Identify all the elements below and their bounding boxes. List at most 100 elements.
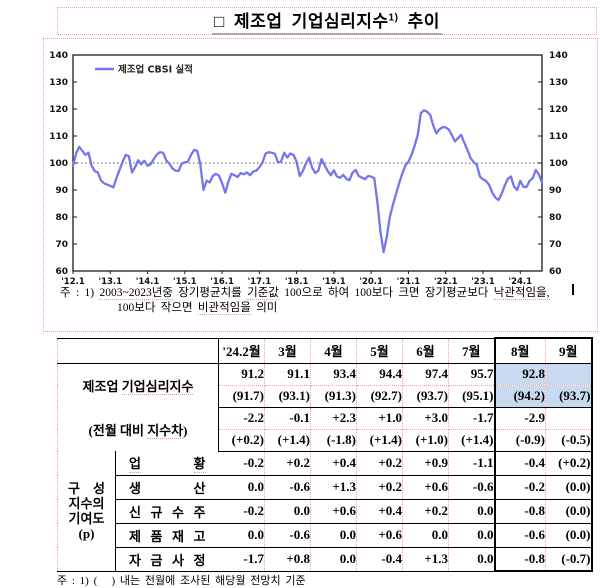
cell-mom-sub: (-1.8) <box>310 429 357 452</box>
column-header-6월: 6월 <box>402 337 449 364</box>
row-label-char: 품 <box>150 528 163 544</box>
cell-index-sub: (93.7) <box>545 385 593 408</box>
page-title-tail: 추이 <box>398 12 440 31</box>
cell-contrib: 0.0 <box>218 475 265 500</box>
svg-text:'21.1: '21.1 <box>397 277 421 287</box>
group-label-char: 구 <box>68 480 80 496</box>
svg-text:'12.1: '12.1 <box>61 277 85 287</box>
note-text: 100으로 하여 100보다 크면 장기평균보다 <box>278 287 494 299</box>
cell-contrib: +0.6 <box>402 475 449 500</box>
svg-text:'15.1: '15.1 <box>173 277 197 287</box>
table-row-contrib: 생 산 0.0 -0.6 +1.3 +0.2 +0.6 -0.6 -0.2 (0.0) <box>58 475 593 500</box>
cell-contrib: -0.2 <box>218 499 265 524</box>
table-header-row: '24.2월 3월 4월 5월 6월 7월 8월 9월 <box>57 337 593 364</box>
svg-text:110: 110 <box>549 132 568 142</box>
cell-mom-main: -1.7 <box>448 407 495 430</box>
note-text: 주 : 1) <box>60 287 100 299</box>
table-row-contrib: 자 금 사 정 -1.7 +0.8 0.0 -0.4 +1.3 0.0 -0.8 (-0.7) <box>58 547 593 572</box>
group-label-line: 기여도 <box>68 510 105 526</box>
cell-contrib: +0.8 <box>264 547 311 572</box>
table-row-index-forecast: (91.7) (93.1) (91.3) (92.7) (93.7) (95.1) (94.… <box>58 385 593 408</box>
row-label-char: 황 <box>193 453 206 473</box>
group-label-line: 지수의 <box>68 495 105 511</box>
cell-contrib: -0.6 <box>264 523 311 548</box>
cell-contrib: -0.4 <box>493 451 546 476</box>
cell-contrib: (+0.2) <box>545 451 593 476</box>
svg-text:130: 130 <box>549 78 568 88</box>
cell-contrib: -0.6 <box>493 523 546 548</box>
table-row-mom-forecast: (+0.2) (+1.4) (-1.8) (+1.4) (+1.0) (+1.4) (-0.… <box>58 429 593 452</box>
row-label-text: 기업심리지수 <box>121 378 194 395</box>
svg-text:70: 70 <box>549 240 562 250</box>
svg-text:'23.1: '23.1 <box>471 277 495 287</box>
cell-contrib: +0.2 <box>264 451 311 476</box>
cell-index-sub: (93.1) <box>264 385 311 408</box>
page-title-main: □ 제조업 기업심리지수 <box>214 12 389 31</box>
cell-mom-sub: (-0.9) <box>493 429 546 452</box>
chart-box: 60 60 70 70 80 80 90 90 100 100 110 110 120 120 130 130… <box>43 38 598 332</box>
chart-footnote-line1: 주 : 1) 2003~2023년중 장기평균치를 기준값 100으로 하여 1… <box>60 286 588 301</box>
row-label-text: 제조업 <box>82 378 122 394</box>
svg-text:80: 80 <box>549 213 562 223</box>
row-label-mom: (전월 대비 지수차) <box>57 407 219 451</box>
row-label-char: 고 <box>193 528 206 544</box>
column-header-9월: 9월 <box>545 337 593 364</box>
column-header-'24.2월: '24.2월 <box>218 337 265 364</box>
row-label-char: 업 <box>129 453 141 473</box>
cell-contrib: +0.9 <box>402 451 449 476</box>
cell-contrib: +0.4 <box>356 499 403 524</box>
cell-contrib: -0.4 <box>356 547 403 572</box>
cell-mom-sub: (+1.4) <box>356 429 403 452</box>
cbsi-table: '24.2월 3월 4월 5월 6월 7월 8월 9월 제조업 기업심리지수 91.2 91.1 93… <box>57 337 593 572</box>
svg-text:120: 120 <box>549 105 568 115</box>
row-label-index: 제조업 기업심리지수 <box>57 363 219 407</box>
text-cursor-artifact <box>572 284 574 295</box>
svg-text:130: 130 <box>49 78 68 88</box>
svg-text:100: 100 <box>549 159 568 169</box>
page-title: □ 제조업 기업심리지수1) 추이 <box>212 7 442 35</box>
row-label-char: 정 <box>193 552 206 568</box>
note-text: 의미 <box>250 302 278 314</box>
spellcheck-underlined-text: 2003~2023년중 <box>99 287 173 300</box>
row-label-char: 수 <box>172 504 184 520</box>
row-label-text: ) <box>183 422 188 438</box>
svg-text:60: 60 <box>549 267 562 277</box>
row-label-text: (전월 대비 <box>88 422 148 438</box>
cell-contrib: 0.0 <box>310 547 357 572</box>
cbsi-line-chart: 60 60 70 70 80 80 90 90 100 100 110 110 120 120 130 130… <box>49 51 568 287</box>
cell-contrib: +1.3 <box>402 547 449 572</box>
svg-text:90: 90 <box>55 186 68 196</box>
cell-contrib: -0.8 <box>493 499 546 524</box>
column-header-5월: 5월 <box>356 337 403 364</box>
svg-text:'24.1: '24.1 <box>508 277 532 287</box>
chart-footnote-line2: 100보다 작으면 비관적임을 의미 <box>60 301 588 316</box>
cell-mom-sub: (+1.0) <box>402 429 449 452</box>
note-text: 100보다 작으면 <box>117 302 198 314</box>
cell-contrib: -1.1 <box>448 451 495 476</box>
row-label-char: 금 <box>150 552 163 568</box>
spellcheck-underlined-text: 낙관적임을, <box>493 287 550 300</box>
svg-text:'14.1: '14.1 <box>136 277 160 287</box>
svg-text:'20.1: '20.1 <box>359 277 383 287</box>
cell-index-sub: (94.2) <box>493 385 546 408</box>
table-row-index-actual: 제조업 기업심리지수 91.2 91.1 93.4 94.4 97.4 95.7 92.8 <box>57 363 593 407</box>
group-label-char: 성 <box>93 480 105 496</box>
svg-text:'18.1: '18.1 <box>285 277 309 287</box>
table-row-contrib: 구 성 지수의 기여도 (p) 업 황 -0.2 +0.2 +0.4 +0.2 +0.9 -1.1 -0.… <box>57 451 593 572</box>
spellcheck-underlined-text: 비관적임을 <box>197 302 251 315</box>
cell-index-sub: (91.3) <box>310 385 357 408</box>
svg-text:110: 110 <box>49 132 68 142</box>
cell-contrib: 0.0 <box>402 523 449 548</box>
cell-contrib: 0.0 <box>448 547 495 572</box>
table-row-contrib: 신 규 수 주 -0.2 0.0 +0.6 +0.4 +0.2 0.0 -0.8 (0.0) <box>58 499 593 524</box>
row-label-char: 자 <box>129 552 141 568</box>
cell-index-sub: (92.7) <box>356 385 403 408</box>
svg-text:90: 90 <box>549 186 562 196</box>
